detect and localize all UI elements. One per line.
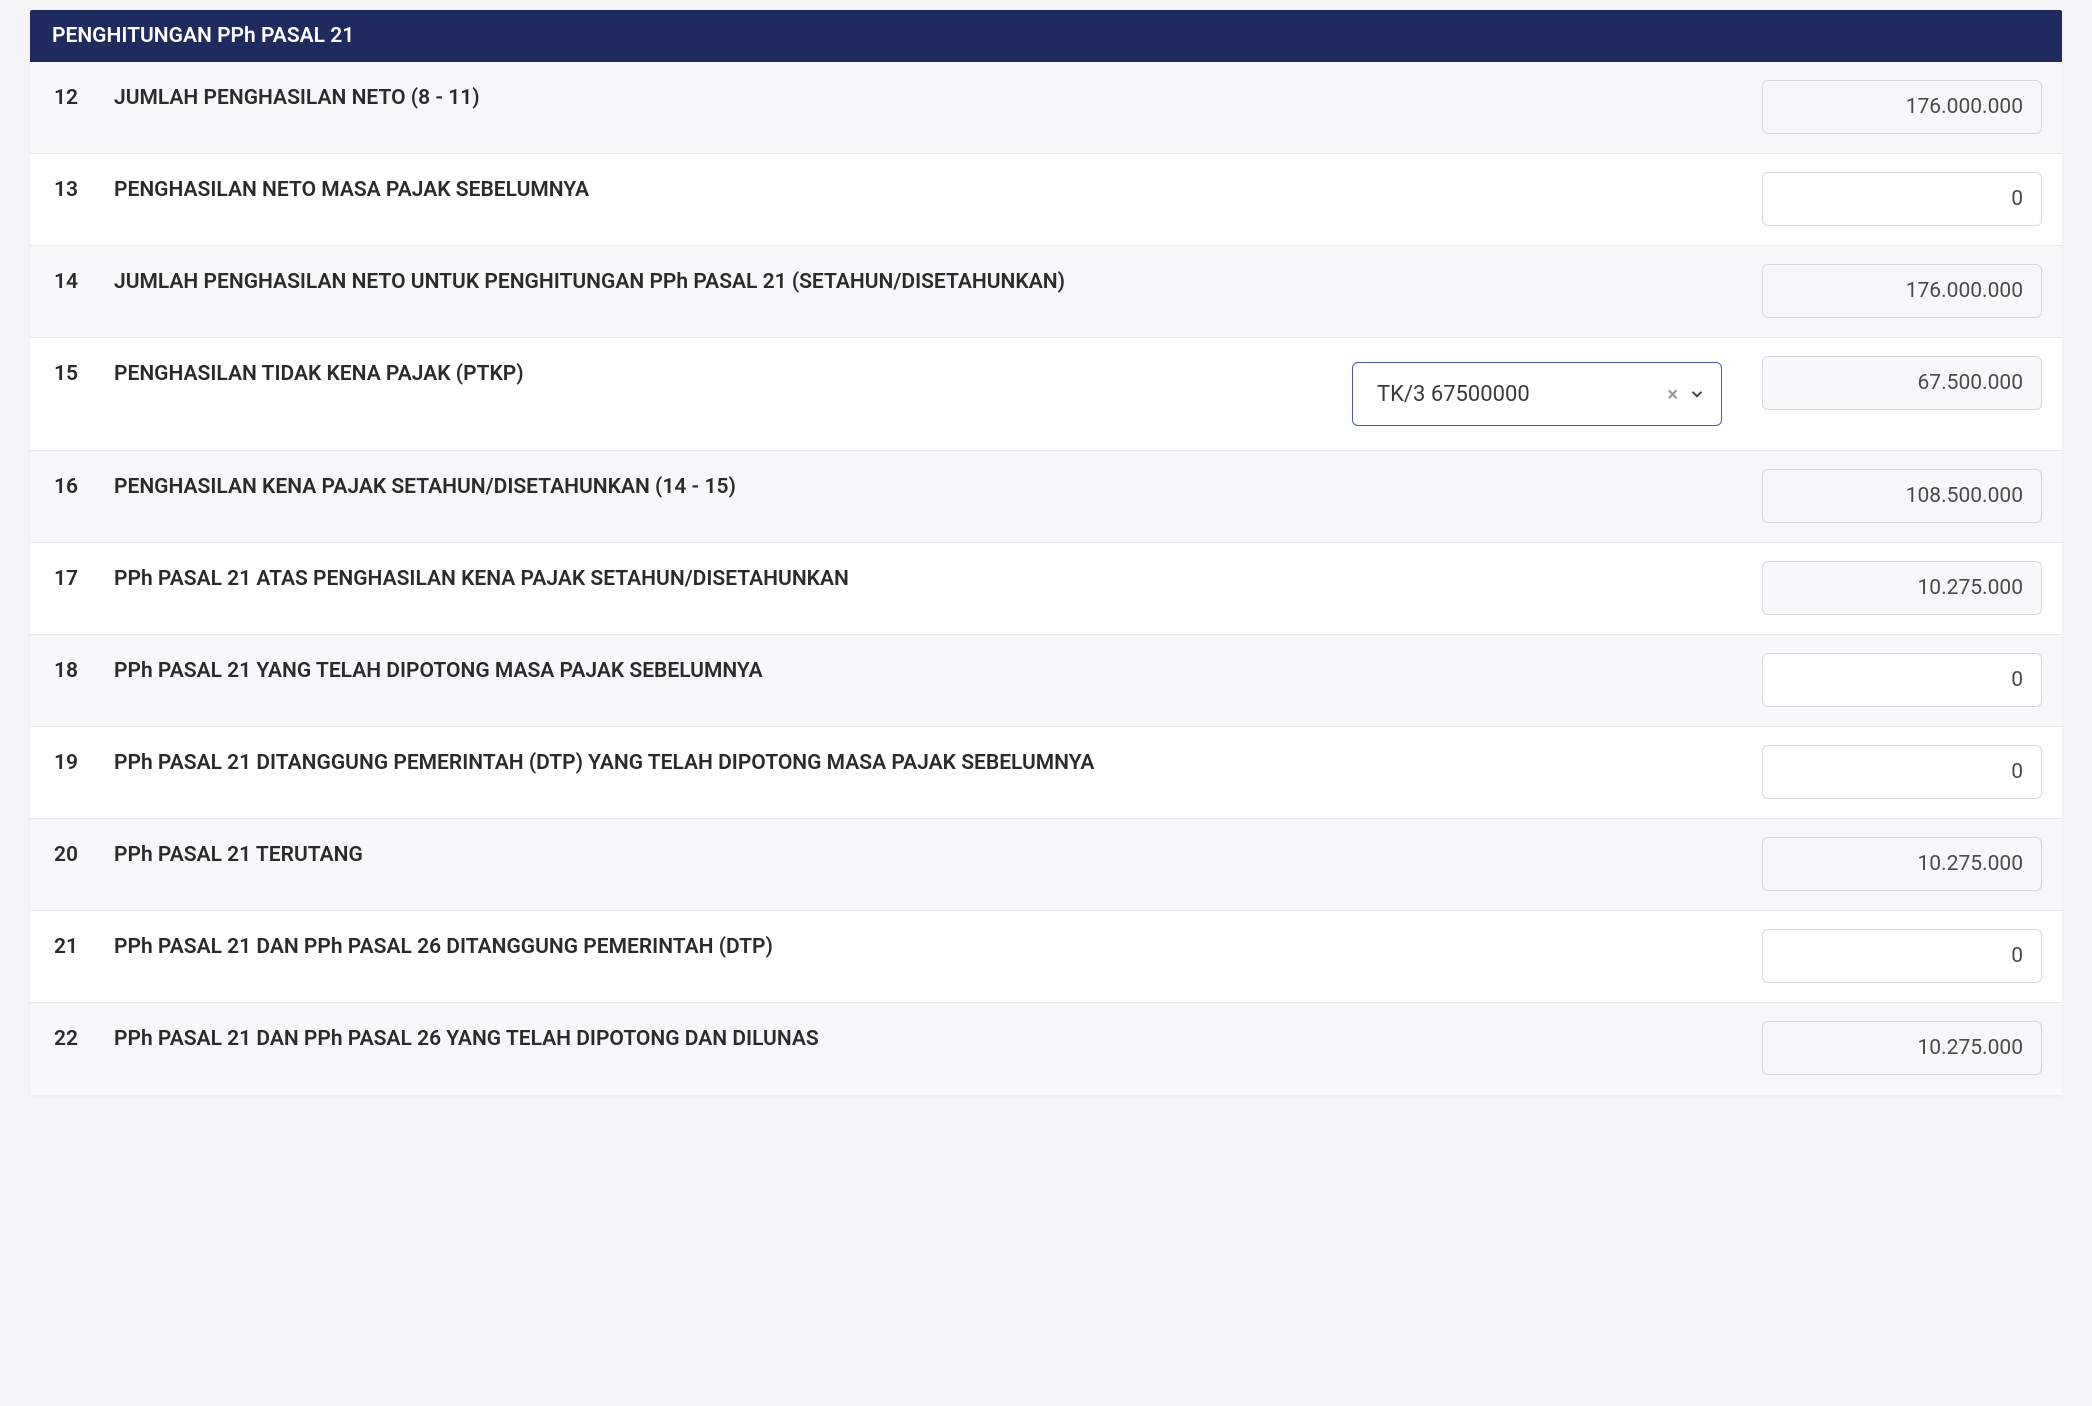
form-row-15: 15 PENGHASILAN TIDAK KENA PAJAK (PTKP) TK/…	[30, 338, 2062, 451]
form-row-13: 13 PENGHASILAN NETO MASA PAJAK SEBELUMNYA	[30, 154, 2062, 246]
row-label-cell: PPh PASAL 21 DITANGGUNG PEMERINTAH (DTP)…	[102, 727, 1742, 818]
value-input-12	[1762, 80, 2042, 134]
row-number: 17	[30, 543, 102, 634]
row-number: 18	[30, 635, 102, 726]
close-icon[interactable]: ×	[1667, 384, 1678, 404]
form-row-17: 17 PPh PASAL 21 ATAS PENGHASILAN KENA PAJ…	[30, 543, 2062, 635]
value-input-21[interactable]	[1762, 929, 2042, 983]
form-row-12: 12 JUMLAH PENGHASILAN NETO (8 - 11)	[30, 62, 2062, 154]
row-number: 15	[30, 338, 102, 450]
row-value-cell	[1742, 819, 2062, 910]
row-label: PENGHASILAN KENA PAJAK SETAHUN/DISETAHUN…	[114, 475, 1722, 499]
value-input-14	[1762, 264, 2042, 318]
row-number: 13	[30, 154, 102, 245]
row-value-cell	[1742, 1003, 2062, 1095]
row-value-cell	[1742, 246, 2062, 337]
value-input-17	[1762, 561, 2042, 615]
ptkp-select-wrapper: TK/3 67500000×	[1352, 362, 1722, 426]
form-row-21: 21 PPh PASAL 21 DAN PPh PASAL 26 DITANGGU…	[30, 911, 2062, 1003]
row-label-cell: JUMLAH PENGHASILAN NETO UNTUK PENGHITUNG…	[102, 246, 1742, 337]
row-value-cell	[1742, 338, 2062, 450]
value-input-19[interactable]	[1762, 745, 2042, 799]
row-label: PPh PASAL 21 DAN PPh PASAL 26 YANG TELAH…	[114, 1027, 1722, 1051]
row-number: 16	[30, 451, 102, 542]
section-header: PENGHITUNGAN PPh PASAL 21	[30, 10, 2062, 62]
value-input-20	[1762, 837, 2042, 891]
row-number: 20	[30, 819, 102, 910]
row-number: 21	[30, 911, 102, 1002]
row-label: PPh PASAL 21 ATAS PENGHASILAN KENA PAJAK…	[114, 567, 1722, 591]
row-label: JUMLAH PENGHASILAN NETO (8 - 11)	[114, 86, 1722, 110]
row-value-cell	[1742, 62, 2062, 153]
row-label-cell: PPh PASAL 21 ATAS PENGHASILAN KENA PAJAK…	[102, 543, 1742, 634]
form-rows-container: 12 JUMLAH PENGHASILAN NETO (8 - 11) 13 PENG…	[30, 62, 2062, 1095]
row-label-cell: PPh PASAL 21 TERUTANG	[102, 819, 1742, 910]
row-value-cell	[1742, 543, 2062, 634]
form-row-18: 18 PPh PASAL 21 YANG TELAH DIPOTONG MASA …	[30, 635, 2062, 727]
row-label: PENGHASILAN TIDAK KENA PAJAK (PTKP)	[114, 362, 1332, 386]
row-label: PPh PASAL 21 DITANGGUNG PEMERINTAH (DTP)…	[114, 751, 1722, 775]
row-label-cell: PPh PASAL 21 DAN PPh PASAL 26 YANG TELAH…	[102, 1003, 1742, 1095]
value-input-16	[1762, 469, 2042, 523]
row-label: PPh PASAL 21 YANG TELAH DIPOTONG MASA PA…	[114, 659, 1722, 683]
row-number: 19	[30, 727, 102, 818]
value-input-13[interactable]	[1762, 172, 2042, 226]
row-number: 12	[30, 62, 102, 153]
row-value-cell	[1742, 635, 2062, 726]
row-label-cell: PPh PASAL 21 YANG TELAH DIPOTONG MASA PA…	[102, 635, 1742, 726]
row-value-cell	[1742, 451, 2062, 542]
row-label: PPh PASAL 21 TERUTANG	[114, 843, 1722, 867]
form-row-22: 22 PPh PASAL 21 DAN PPh PASAL 26 YANG TEL…	[30, 1003, 2062, 1095]
form-row-14: 14 JUMLAH PENGHASILAN NETO UNTUK PENGHITU…	[30, 246, 2062, 338]
chevron-down-icon[interactable]	[1688, 385, 1706, 403]
row-number: 14	[30, 246, 102, 337]
row-value-cell	[1742, 154, 2062, 245]
form-row-16: 16 PENGHASILAN KENA PAJAK SETAHUN/DISETAH…	[30, 451, 2062, 543]
row-label-cell: PENGHASILAN TIDAK KENA PAJAK (PTKP) TK/3 …	[102, 338, 1742, 450]
row-label: JUMLAH PENGHASILAN NETO UNTUK PENGHITUNG…	[114, 270, 1722, 294]
value-input-22	[1762, 1021, 2042, 1075]
row-number: 22	[30, 1003, 102, 1095]
row-value-cell	[1742, 911, 2062, 1002]
row-label: PENGHASILAN NETO MASA PAJAK SEBELUMNYA	[114, 178, 1722, 202]
row-label-cell: PENGHASILAN NETO MASA PAJAK SEBELUMNYA	[102, 154, 1742, 245]
tax-form-container: PENGHITUNGAN PPh PASAL 21 12 JUMLAH PENGH…	[30, 10, 2062, 1095]
form-row-20: 20 PPh PASAL 21 TERUTANG	[30, 819, 2062, 911]
row-label-cell: PENGHASILAN KENA PAJAK SETAHUN/DISETAHUN…	[102, 451, 1742, 542]
row-value-cell	[1742, 727, 2062, 818]
row-label-cell: PPh PASAL 21 DAN PPh PASAL 26 DITANGGUNG…	[102, 911, 1742, 1002]
row-label: PPh PASAL 21 DAN PPh PASAL 26 DITANGGUNG…	[114, 935, 1722, 959]
form-row-19: 19 PPh PASAL 21 DITANGGUNG PEMERINTAH (DT…	[30, 727, 2062, 819]
value-input-15	[1762, 356, 2042, 410]
row-label-cell: JUMLAH PENGHASILAN NETO (8 - 11)	[102, 62, 1742, 153]
value-input-18[interactable]	[1762, 653, 2042, 707]
